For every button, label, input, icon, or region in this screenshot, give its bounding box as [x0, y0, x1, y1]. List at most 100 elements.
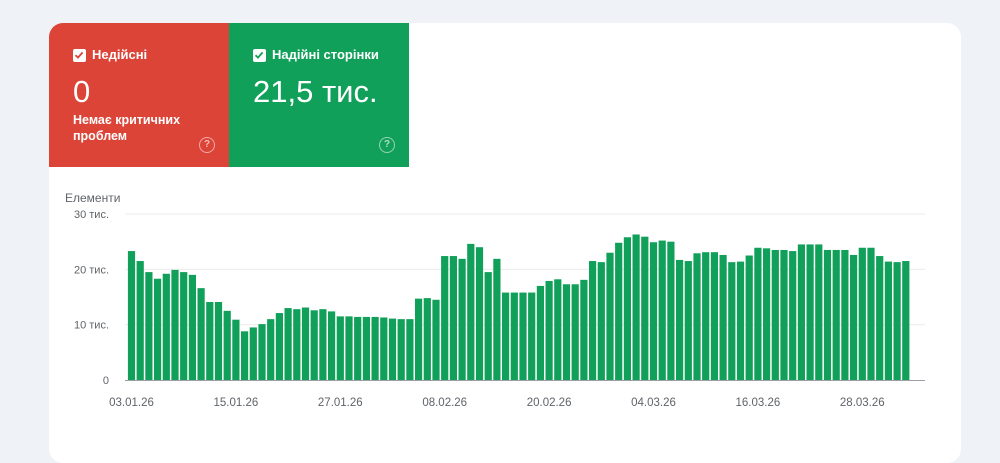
- x-tick-label: 20.02.26: [527, 397, 572, 409]
- bar[interactable]: [380, 317, 388, 380]
- x-tick-label: 16.03.26: [736, 397, 781, 409]
- bar[interactable]: [580, 279, 588, 380]
- bar[interactable]: [441, 256, 449, 380]
- bar[interactable]: [336, 316, 344, 380]
- bar[interactable]: [284, 308, 292, 380]
- bar[interactable]: [171, 269, 179, 380]
- bar[interactable]: [728, 262, 736, 380]
- bar[interactable]: [571, 284, 579, 380]
- bar[interactable]: [145, 272, 153, 380]
- bar[interactable]: [702, 252, 710, 380]
- bar[interactable]: [902, 261, 910, 380]
- bar[interactable]: [562, 284, 571, 380]
- bar[interactable]: [710, 252, 718, 380]
- bar[interactable]: [745, 255, 753, 381]
- bar[interactable]: [754, 247, 762, 380]
- bar[interactable]: [806, 244, 814, 380]
- bar[interactable]: [136, 261, 144, 380]
- valid-tile[interactable]: Надійні сторінки 21,5 тис. ?: [229, 23, 409, 167]
- bar[interactable]: [693, 253, 701, 380]
- bar[interactable]: [301, 307, 310, 380]
- bar[interactable]: [510, 292, 518, 380]
- bar[interactable]: [354, 316, 362, 380]
- bar[interactable]: [267, 319, 275, 380]
- bar[interactable]: [684, 261, 692, 380]
- bar[interactable]: [197, 288, 205, 380]
- bar[interactable]: [519, 292, 527, 380]
- bar[interactable]: [127, 251, 136, 380]
- bar[interactable]: [328, 311, 336, 380]
- bar[interactable]: [371, 316, 379, 380]
- bar[interactable]: [162, 273, 170, 380]
- bar[interactable]: [319, 309, 327, 380]
- bar[interactable]: [641, 236, 649, 380]
- x-tick-label: 04.03.26: [631, 397, 676, 409]
- bar[interactable]: [850, 254, 858, 380]
- bar[interactable]: [423, 298, 431, 380]
- bar[interactable]: [484, 272, 492, 380]
- bar[interactable]: [432, 299, 440, 380]
- bar[interactable]: [241, 331, 249, 380]
- bar[interactable]: [528, 292, 536, 380]
- bar[interactable]: [310, 310, 318, 380]
- bar[interactable]: [249, 327, 257, 380]
- bar[interactable]: [467, 243, 475, 380]
- help-icon[interactable]: ?: [199, 137, 215, 153]
- bar[interactable]: [780, 249, 788, 380]
- bar[interactable]: [536, 285, 544, 380]
- bar[interactable]: [771, 249, 779, 380]
- bar[interactable]: [893, 262, 901, 380]
- bar[interactable]: [345, 316, 353, 380]
- checkbox-checked-icon[interactable]: [73, 48, 86, 62]
- invalid-tile[interactable]: Недійсні 0 Немає критичних проблем ?: [49, 23, 229, 167]
- bar[interactable]: [449, 256, 457, 380]
- bar[interactable]: [736, 261, 745, 380]
- bar[interactable]: [789, 251, 797, 380]
- bar[interactable]: [719, 254, 727, 380]
- bar[interactable]: [188, 274, 196, 380]
- bar[interactable]: [502, 292, 510, 380]
- bar[interactable]: [223, 310, 231, 380]
- bar[interactable]: [676, 259, 684, 380]
- help-icon[interactable]: ?: [379, 137, 395, 153]
- bar[interactable]: [667, 241, 675, 380]
- bar[interactable]: [858, 247, 866, 380]
- bar[interactable]: [493, 258, 501, 380]
- bar[interactable]: [797, 244, 805, 380]
- bar[interactable]: [475, 247, 484, 380]
- bar[interactable]: [632, 234, 640, 380]
- bar[interactable]: [832, 249, 840, 380]
- bar[interactable]: [258, 324, 266, 380]
- bar[interactable]: [206, 301, 214, 380]
- bar[interactable]: [841, 249, 849, 380]
- bar[interactable]: [554, 279, 562, 380]
- bar[interactable]: [763, 248, 771, 380]
- bar[interactable]: [615, 242, 623, 380]
- bar[interactable]: [876, 256, 884, 380]
- bar[interactable]: [649, 242, 658, 380]
- bar[interactable]: [867, 247, 875, 380]
- bar[interactable]: [293, 309, 301, 380]
- bar[interactable]: [180, 272, 188, 380]
- bar[interactable]: [589, 261, 597, 380]
- bar[interactable]: [406, 319, 414, 380]
- bar[interactable]: [823, 249, 832, 380]
- bar[interactable]: [388, 318, 397, 380]
- bar[interactable]: [545, 280, 553, 380]
- bar[interactable]: [597, 262, 605, 380]
- bar[interactable]: [884, 261, 892, 380]
- bar[interactable]: [362, 316, 370, 380]
- bar[interactable]: [232, 319, 240, 380]
- bar[interactable]: [606, 252, 614, 380]
- bar[interactable]: [623, 237, 631, 380]
- x-tick-label: 03.01.26: [109, 397, 154, 409]
- bar[interactable]: [815, 244, 823, 380]
- bar[interactable]: [214, 301, 223, 380]
- bar[interactable]: [275, 313, 283, 380]
- checkbox-checked-icon[interactable]: [253, 48, 266, 62]
- bar[interactable]: [458, 258, 466, 380]
- bar[interactable]: [154, 278, 162, 380]
- bar[interactable]: [415, 298, 423, 380]
- bar[interactable]: [397, 319, 405, 380]
- bar[interactable]: [658, 240, 666, 380]
